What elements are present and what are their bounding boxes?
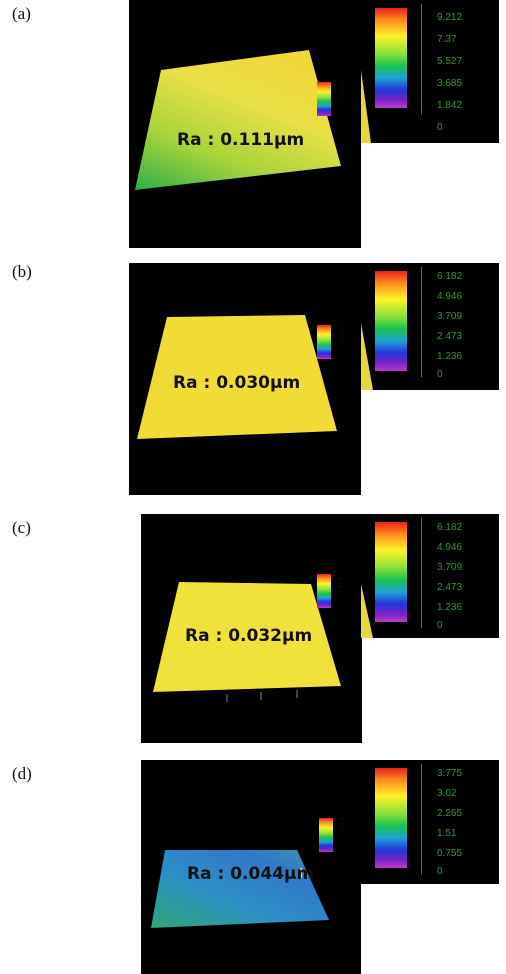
panel-b-ra-value: Ra : 0.030µm [173, 373, 301, 393]
panel-d-scale-tick: 2.265 [437, 808, 463, 819]
panel-b-scale-min: 0 [437, 369, 443, 380]
panel-b-scale-tick: 4.946 [437, 291, 463, 302]
panel-c-ra-value: Ra : 0.032µm [185, 626, 313, 646]
panel-d-scale-max: 3.775 [437, 768, 463, 779]
panel-b-color-scale: 6.182 4.946 3.709 2.473 1.236 0 [361, 263, 499, 390]
panel-b-mini-ticks: ----- [341, 324, 344, 345]
panel-d-colorbar [375, 768, 407, 868]
panel-c-color-scale: 6.182 4.946 3.709 2.473 1.236 0 [361, 514, 499, 638]
panel-a-surface-plot: ----- Ra : 0.111µm [129, 0, 361, 248]
panel-a-label: (a) [12, 4, 31, 23]
panel-b-scale-tick: 2.473 [437, 331, 463, 342]
panel-d-ra-value: Ra : 0.044µm [187, 864, 315, 884]
panel-d-surface-plot: ----- Ra : 0.044µm [141, 760, 361, 974]
panel-a-scale-tick: 3.685 [437, 78, 463, 89]
panel-c-surface-plot: ----- Ra : 0.032µm [141, 514, 362, 743]
panel-d-label: (d) [12, 764, 32, 783]
panel-c-mini-colorbar [317, 574, 331, 608]
panel-a-scale-tick: 7.37 [437, 34, 457, 45]
panel-c-mini-ticks: ----- [339, 573, 342, 594]
panel-a-scale-max: 9.212 [437, 12, 463, 23]
panel-c-colorbar [375, 522, 407, 622]
panel-c-scale-min: 0 [437, 620, 443, 631]
panel-b-label: (b) [12, 262, 32, 281]
panel-a-colorbar [375, 8, 407, 108]
panel-c-surface [153, 582, 341, 702]
panel-a-ra-value: Ra : 0.111µm [177, 130, 305, 150]
panel-c-scale-tick: 3.709 [437, 562, 463, 573]
panel-a-mini-ticks: ----- [341, 79, 344, 100]
panel-a-scale-tick: 1.842 [437, 100, 463, 111]
panel-c-scale-tick: 2.473 [437, 582, 463, 593]
panel-c-scale-tick: 4.946 [437, 542, 463, 553]
panel-c-scale-max: 6.182 [437, 522, 463, 533]
panel-d-mini-colorbar [319, 818, 333, 852]
panel-c-scale-tick: 1.236 [437, 602, 463, 613]
panel-b-mini-colorbar [317, 325, 331, 359]
panel-d-scale-min: 0 [437, 866, 443, 877]
panel-b-surface-plot: ----- Ra : 0.030µm [129, 263, 361, 495]
panel-b-scale-tick: 1.236 [437, 351, 463, 362]
panel-b-scale-tick: 3.709 [437, 311, 463, 322]
panel-d-color-scale: 3.775 3.02 2.265 1.51 0.755 0 [361, 760, 499, 884]
panel-b-surface [137, 315, 337, 439]
panel-a-surface [135, 50, 341, 190]
panel-a-scale-tick: 5.527 [437, 56, 463, 67]
panel-b-scale-max: 6.182 [437, 271, 463, 282]
panel-a-mini-colorbar [317, 82, 331, 116]
panel-d-scale-tick: 3.02 [437, 788, 457, 799]
panel-d-scale-tick: 1.51 [437, 828, 457, 839]
panel-d-scale-tick: 0.755 [437, 848, 463, 859]
panel-a-color-scale: 9.212 7.37 5.527 3.685 1.842 0 [361, 0, 499, 143]
panel-c-label: (c) [12, 518, 31, 537]
panel-a-scale-min: 0 [437, 122, 443, 133]
panel-b-colorbar [375, 271, 407, 371]
panel-d-mini-ticks: ----- [341, 817, 344, 838]
panel-d-surface [151, 850, 329, 928]
